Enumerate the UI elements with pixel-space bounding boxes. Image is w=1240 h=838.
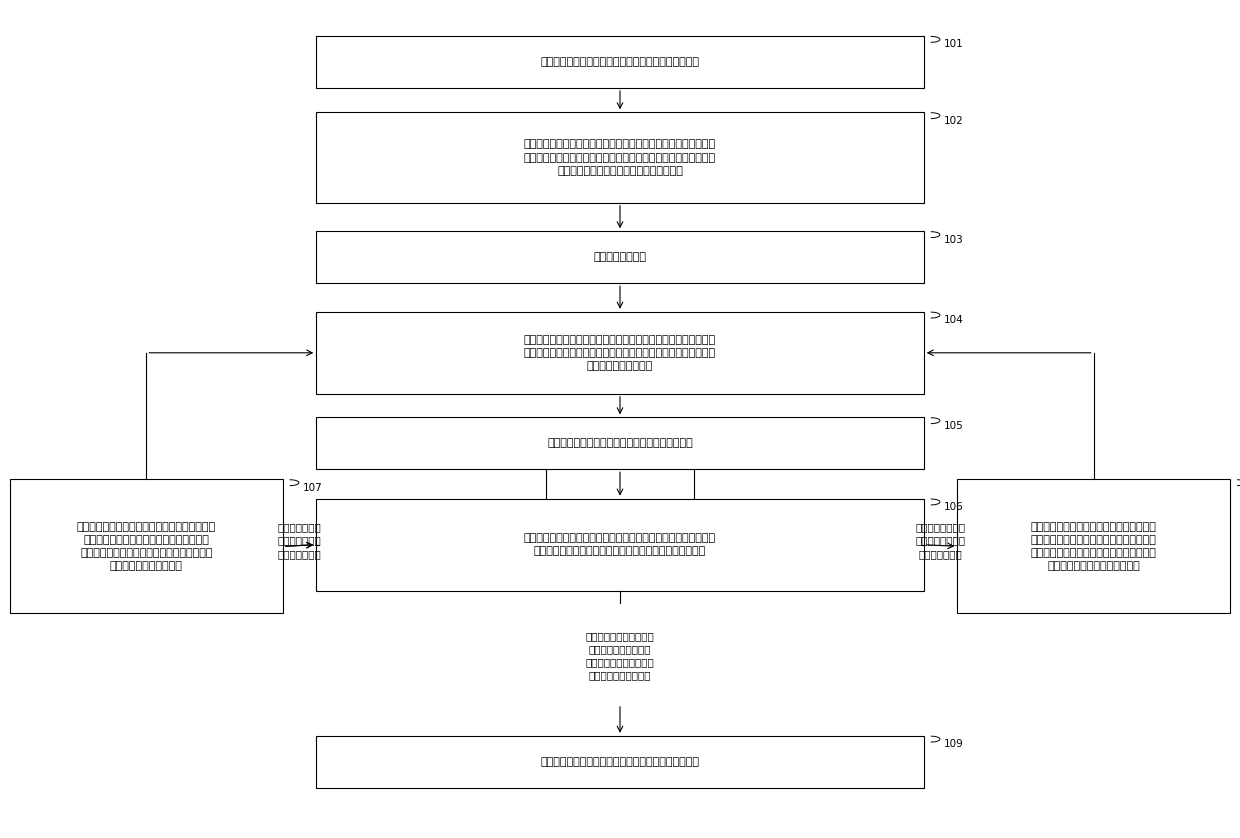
Bar [316,36,924,88]
Text: 106: 106 [944,502,963,512]
Text: 获取与调试内容占比数据对应的调试打印图案信息: 获取与调试内容占比数据对应的调试打印图案信息 [547,438,693,448]
Text: 109: 109 [944,739,963,749]
Text: 对调试打印图案信息使用热敏点进行打印处理，得到对应的打印图
素，对打印图素进行打印效果识别处理，得到打印效果信息: 对调试打印图案信息使用热敏点进行打印处理，得到对应的打印图 素，对打印图素进行打… [525,533,715,556]
Bar [957,479,1230,613]
Bar [316,736,924,788]
Bar [10,479,283,613]
Text: 当打印效果信息
的打印灰度信息
小于灰度阈值时: 当打印效果信息 的打印灰度信息 小于灰度阈值时 [278,522,321,559]
Text: 获取目标温度数据: 获取目标温度数据 [594,252,646,262]
Bar [316,417,924,469]
Text: 105: 105 [944,421,963,431]
Text: 102: 102 [944,116,963,126]
Text: 将对应关系表中的对应关系记录依次标记为调试对应关系记录；将
调试对应关系记录的温度数据做为起始温度数据，将调试对应关系
记录的内容占比数据做为调试内容占比数据: 将对应关系表中的对应关系记录依次标记为调试对应关系记录；将 调试对应关系记录的温… [525,139,715,176]
Text: 103: 103 [944,235,963,245]
Text: 107: 107 [303,483,322,493]
Text: 101: 101 [944,39,963,49]
Text: 对调试加热时间做增幅处理得到增大调试加热时
间；根据增大调试加热时间对热敏点进行定
时加热处理，将热敏点的实时温度从起始温度
数据加热到目标温度数据: 对调试加热时间做增幅处理得到增大调试加热时 间；根据增大调试加热时间对热敏点进行… [77,521,216,572]
Bar [316,499,924,591]
Text: 104: 104 [944,315,963,325]
Text: 对调试加热时间做减幅处理得到减小调试加
热时间；根据减小调试加热时间对热敏点进
行定时加热处理，将热敏点的实时温度从起
始温度数据加热到目标温度数据: 对调试加热时间做减幅处理得到减小调试加 热时间；根据减小调试加热时间对热敏点进 … [1030,521,1157,572]
Text: 根据起始温度数据和目标温度数据，对热敏点进行加热处理，将热
敏点的实时温度从起始温度数据加热到目标温度数据，并统计加热
时间得到调试加热时间: 根据起始温度数据和目标温度数据，对热敏点进行加热处理，将热 敏点的实时温度从起始… [525,334,715,371]
Text: 当打印效果信息的打印灰
度信息大于等于灰度阈
值，且打印清晰度信息大
于或等于清晰度阈值时: 当打印效果信息的打印灰 度信息大于等于灰度阈 值，且打印清晰度信息大 于或等于清… [585,631,655,680]
Bar [316,112,924,203]
Text: 将调试加热时间做为调试对应关系记录的加热时间数据: 将调试加热时间做为调试对应关系记录的加热时间数据 [541,757,699,767]
Text: 当打印效果信息的
打印清晰度信息小
于清晰度阈值时: 当打印效果信息的 打印清晰度信息小 于清晰度阈值时 [915,522,966,559]
Bar [316,312,924,394]
Text: 获取温度区间范围、内容占比与加热时间的对应关系表: 获取温度区间范围、内容占比与加热时间的对应关系表 [541,57,699,67]
Bar [316,231,924,283]
